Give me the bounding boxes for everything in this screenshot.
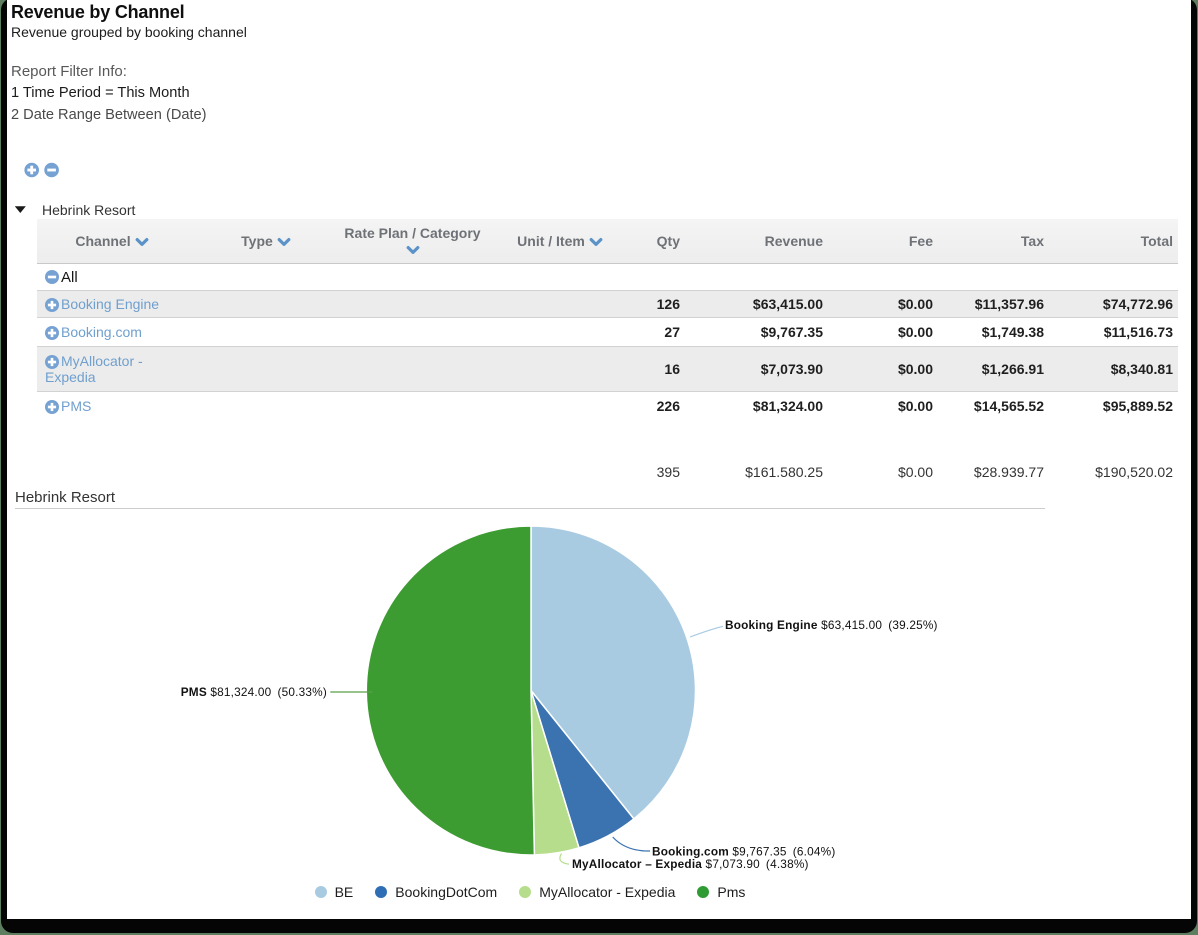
svg-text:MyAllocator – Expedia $7,073.9: MyAllocator – Expedia $7,073.90 (4.38%) (572, 857, 809, 871)
svg-text:Booking Engine $63,415.00 (39.: Booking Engine $63,415.00 (39.25%) (725, 618, 938, 632)
svg-text:PMS $81,324.00 (50.33%): PMS $81,324.00 (50.33%) (181, 685, 327, 699)
svg-text:Booking.com $9,767.35 (6.04%): Booking.com $9,767.35 (6.04%) (652, 845, 836, 859)
